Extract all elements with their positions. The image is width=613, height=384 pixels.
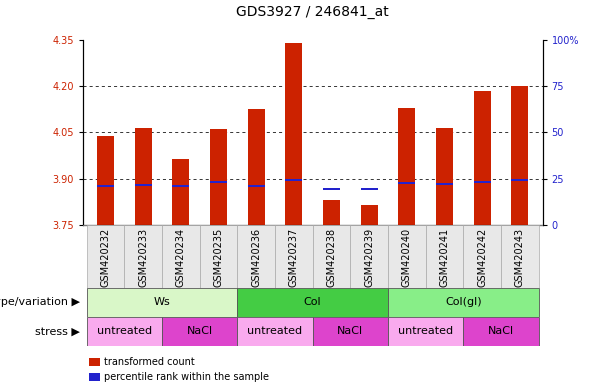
FancyBboxPatch shape	[463, 225, 501, 288]
FancyBboxPatch shape	[275, 225, 313, 288]
Bar	[360, 188, 378, 190]
Bar	[172, 159, 189, 225]
Text: percentile rank within the sample: percentile rank within the sample	[104, 372, 269, 382]
Bar	[511, 179, 528, 181]
Bar	[511, 86, 528, 225]
Text: Col(gl): Col(gl)	[445, 297, 482, 308]
Text: GSM420232: GSM420232	[101, 228, 110, 287]
Text: GSM420243: GSM420243	[515, 228, 525, 287]
Bar	[388, 317, 463, 346]
Text: genotype/variation ▶: genotype/variation ▶	[0, 297, 80, 308]
Bar	[97, 136, 114, 225]
Bar	[210, 129, 227, 225]
Bar	[237, 288, 388, 317]
Bar	[474, 181, 490, 182]
Bar	[285, 43, 302, 225]
Text: NaCl: NaCl	[488, 326, 514, 336]
Bar	[388, 288, 539, 317]
Text: transformed count: transformed count	[104, 357, 195, 367]
Text: NaCl: NaCl	[337, 326, 364, 336]
Bar	[210, 181, 227, 182]
Bar	[162, 317, 237, 346]
Bar	[323, 200, 340, 225]
Text: stress ▶: stress ▶	[35, 326, 80, 336]
FancyBboxPatch shape	[86, 225, 124, 288]
FancyBboxPatch shape	[425, 225, 463, 288]
Bar	[135, 184, 151, 185]
FancyBboxPatch shape	[162, 225, 200, 288]
Text: untreated: untreated	[97, 326, 152, 336]
Text: GSM420238: GSM420238	[327, 228, 337, 287]
Text: NaCl: NaCl	[186, 326, 213, 336]
Bar	[237, 317, 313, 346]
Bar	[248, 185, 265, 187]
Bar	[248, 109, 265, 225]
Text: untreated: untreated	[248, 326, 302, 336]
FancyBboxPatch shape	[350, 225, 388, 288]
Bar	[436, 184, 453, 185]
Text: Ws: Ws	[153, 297, 170, 308]
Bar	[313, 317, 388, 346]
Bar	[172, 185, 189, 187]
Bar	[360, 205, 378, 225]
FancyBboxPatch shape	[501, 225, 539, 288]
FancyBboxPatch shape	[124, 225, 162, 288]
Bar	[86, 317, 162, 346]
Bar	[398, 108, 416, 225]
Bar	[97, 185, 114, 187]
Bar	[474, 91, 490, 225]
Bar	[86, 288, 237, 317]
Text: GSM420236: GSM420236	[251, 228, 261, 287]
Bar	[463, 317, 539, 346]
Text: GSM420235: GSM420235	[213, 228, 223, 287]
Bar	[135, 128, 151, 225]
Text: GSM420234: GSM420234	[176, 228, 186, 287]
Text: GSM420239: GSM420239	[364, 228, 374, 287]
FancyBboxPatch shape	[388, 225, 425, 288]
Bar	[398, 182, 416, 184]
FancyBboxPatch shape	[237, 225, 275, 288]
Text: GSM420237: GSM420237	[289, 228, 299, 287]
Text: GSM420240: GSM420240	[402, 228, 412, 287]
Text: untreated: untreated	[398, 326, 453, 336]
FancyBboxPatch shape	[313, 225, 350, 288]
Bar	[285, 179, 302, 181]
Text: GDS3927 / 246841_at: GDS3927 / 246841_at	[236, 5, 389, 19]
Text: GSM420233: GSM420233	[138, 228, 148, 287]
Text: GSM420242: GSM420242	[477, 228, 487, 287]
FancyBboxPatch shape	[200, 225, 237, 288]
Text: Col: Col	[304, 297, 321, 308]
Text: GSM420241: GSM420241	[440, 228, 449, 287]
Bar	[323, 188, 340, 190]
Bar	[436, 128, 453, 225]
